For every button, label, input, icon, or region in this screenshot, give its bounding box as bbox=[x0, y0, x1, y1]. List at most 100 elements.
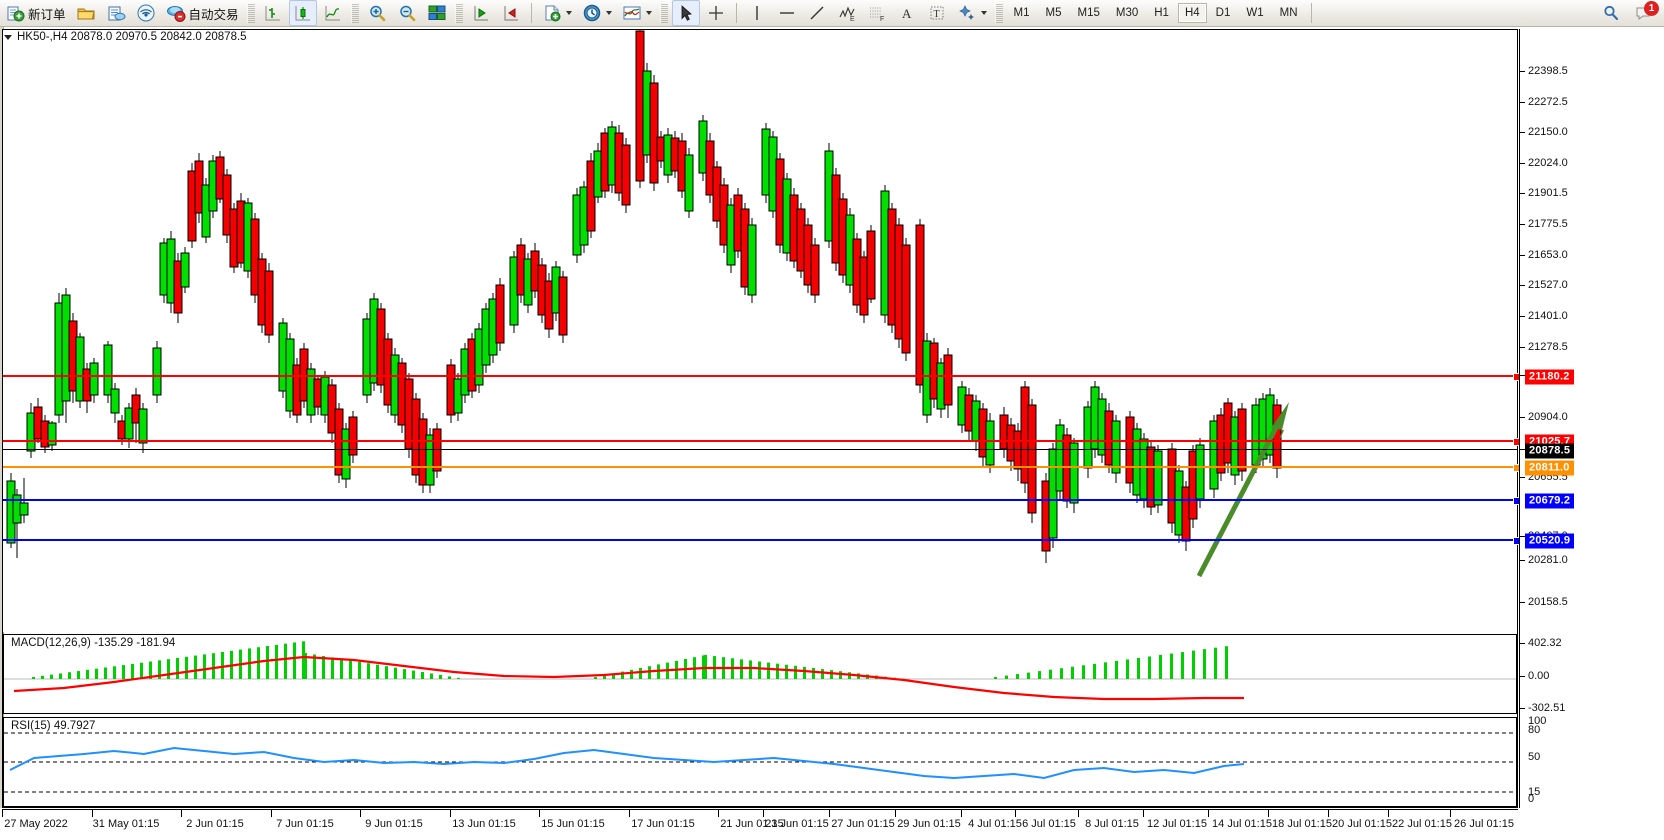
timeframe-m15[interactable]: M15 bbox=[1077, 7, 1100, 19]
indicators-button[interactable] bbox=[618, 0, 656, 26]
chevron-down-icon[interactable] bbox=[980, 11, 987, 15]
macd-histogram-bar bbox=[131, 663, 134, 679]
timeframe-h1[interactable]: H1 bbox=[1154, 7, 1169, 19]
timeframe-mn[interactable]: MN bbox=[1279, 7, 1298, 19]
timeframe-m1[interactable]: M1 bbox=[1013, 7, 1030, 19]
price-tick bbox=[1520, 285, 1525, 286]
chart-window[interactable]: HK50-,H4 20878.0 20970.5 20842.0 20878.5… bbox=[0, 27, 1664, 840]
candle bbox=[180, 247, 190, 293]
macd-histogram-bar bbox=[340, 658, 343, 679]
macd-histogram-bar bbox=[221, 651, 224, 679]
level-line-support-2[interactable] bbox=[3, 537, 1521, 545]
time-tick bbox=[961, 810, 962, 817]
candle bbox=[264, 263, 274, 343]
timeframe-d1[interactable]: D1 bbox=[1215, 7, 1231, 19]
toolbar-separator bbox=[454, 3, 463, 23]
server-button[interactable] bbox=[102, 0, 130, 26]
vertical-line-button[interactable] bbox=[743, 0, 771, 26]
shift-start-button[interactable] bbox=[467, 0, 495, 26]
time-scale[interactable]: 27 May 2022 31 May 01:15 2 Jun 01:15 7 Jun … bbox=[2, 809, 1518, 840]
signal-button[interactable] bbox=[132, 0, 160, 26]
line-chart-button[interactable] bbox=[319, 0, 347, 26]
zoom-out-button[interactable] bbox=[393, 0, 421, 26]
autotrading-button[interactable]: 自动交易 bbox=[162, 0, 243, 26]
level-line-resistance-2[interactable] bbox=[3, 373, 1521, 381]
rsi-pane[interactable]: RSI(15) 49.7927 bbox=[3, 717, 1517, 807]
macd-axis-label: -302.51 bbox=[1528, 702, 1566, 714]
tile-windows-button[interactable] bbox=[423, 0, 451, 26]
chevron-down-icon[interactable] bbox=[645, 11, 652, 15]
price-tag-resistance-2[interactable]: 21180.2 bbox=[1525, 369, 1574, 385]
time-tick bbox=[360, 810, 361, 817]
chevron-down-icon[interactable] bbox=[605, 11, 612, 15]
trend-arrow-annotation[interactable] bbox=[3, 30, 1517, 632]
macd-histogram-bar bbox=[1082, 665, 1085, 679]
macd-histogram-bar bbox=[86, 669, 89, 679]
horizontal-line-button[interactable] bbox=[773, 0, 801, 26]
candle bbox=[810, 238, 820, 303]
add-template-button[interactable] bbox=[538, 0, 576, 26]
macd-histogram-bar bbox=[412, 670, 415, 679]
macd-histogram-bar bbox=[403, 669, 406, 679]
timeframe-w1[interactable]: W1 bbox=[1246, 7, 1264, 19]
timeframe-h4[interactable]: H4 bbox=[1177, 3, 1207, 23]
text-object-button[interactable]: T bbox=[923, 0, 951, 26]
macd-histogram-bar bbox=[1060, 668, 1063, 679]
text-label-button[interactable]: A bbox=[893, 0, 921, 26]
candlestick-chart-button[interactable] bbox=[288, 0, 317, 26]
macd-pane[interactable]: MACD(12,26,9) -135.29 -181.94 bbox=[3, 634, 1517, 714]
price-tag-bid-price[interactable]: 20878.5 bbox=[1525, 443, 1575, 459]
macd-histogram-bar bbox=[421, 672, 424, 679]
price-tag-ask-price[interactable]: 20811.0 bbox=[1525, 460, 1574, 476]
toolbar-separator bbox=[659, 3, 668, 23]
price-scale[interactable]: 22398.5 22272.5 22150.0 22024.0 21901.5 21775… bbox=[1519, 29, 1664, 808]
trend-line-button[interactable] bbox=[803, 0, 831, 26]
level-line-ask-price[interactable] bbox=[3, 464, 1521, 472]
price-tick-label: 20158.5 bbox=[1528, 596, 1568, 608]
zoom-in-button[interactable] bbox=[363, 0, 391, 26]
toolbar-separator bbox=[246, 3, 255, 23]
price-tag-support-1[interactable]: 20679.2 bbox=[1525, 493, 1575, 509]
price-pane[interactable] bbox=[3, 30, 1521, 632]
fibonacci-button[interactable]: F bbox=[863, 0, 891, 26]
macd-histogram-bar bbox=[194, 655, 197, 679]
alerts-button[interactable]: 1 bbox=[1630, 0, 1659, 26]
timeframe-group: M1 M5 M15 M30 H1 H4 D1 W1 MN bbox=[1006, 3, 1317, 23]
symbol-ohlc-text: HK50-,H4 20878.0 20970.5 20842.0 20878.5 bbox=[17, 31, 247, 43]
chevron-down-icon[interactable] bbox=[4, 34, 12, 40]
objects-button[interactable] bbox=[953, 0, 991, 26]
macd-histogram-bar bbox=[1137, 657, 1140, 679]
candlestick-series bbox=[6, 30, 1282, 563]
timeframe-m5[interactable]: M5 bbox=[1045, 7, 1062, 19]
level-line-resistance-1[interactable] bbox=[3, 438, 1521, 446]
search-button[interactable] bbox=[1597, 0, 1625, 26]
chevron-down-icon[interactable] bbox=[565, 11, 572, 15]
price-tick bbox=[1520, 536, 1525, 537]
time-tick bbox=[450, 810, 451, 817]
folder-button[interactable] bbox=[72, 0, 100, 26]
time-tick-label: 15 Jun 01:15 bbox=[541, 818, 605, 830]
period-button[interactable] bbox=[578, 0, 616, 26]
objects-icon bbox=[957, 3, 977, 23]
bar-chart-button[interactable] bbox=[259, 0, 287, 26]
macd-histogram-bar bbox=[59, 673, 62, 679]
macd-histogram-bar bbox=[212, 653, 215, 679]
rsi-axis-label: 80 bbox=[1528, 724, 1541, 736]
elliott-wave-button[interactable]: E bbox=[833, 0, 861, 26]
macd-histogram-bar bbox=[639, 668, 642, 679]
cursor-button[interactable] bbox=[671, 0, 700, 26]
time-tick bbox=[895, 810, 896, 817]
time-tick bbox=[763, 810, 764, 817]
time-tick bbox=[2, 810, 3, 817]
trend-arrow-head bbox=[1271, 402, 1289, 442]
macd-axis-tick bbox=[1520, 708, 1525, 709]
zoom-out-icon bbox=[397, 3, 417, 23]
new-order-button[interactable]: 新订单 bbox=[1, 0, 70, 26]
level-line-support-1[interactable] bbox=[3, 497, 1521, 505]
level-line-bid-price[interactable] bbox=[3, 449, 1517, 450]
timeframe-m30[interactable]: M30 bbox=[1115, 7, 1139, 19]
macd-histogram-bar bbox=[812, 667, 815, 679]
price-tag-support-2[interactable]: 20520.9 bbox=[1525, 533, 1575, 549]
crosshair-button[interactable] bbox=[702, 0, 730, 26]
shift-end-button[interactable] bbox=[497, 0, 525, 26]
